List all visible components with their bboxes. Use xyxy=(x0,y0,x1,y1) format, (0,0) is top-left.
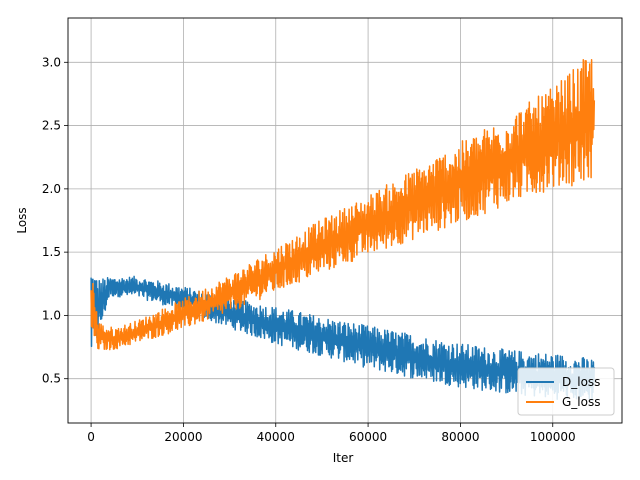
series-line-d-loss xyxy=(90,275,596,402)
series-line-g-loss xyxy=(90,58,596,351)
y-tick-label: 2.0 xyxy=(42,182,61,196)
x-tick-label: 100000 xyxy=(530,430,576,444)
x-tick-label: 0 xyxy=(87,430,95,444)
legend-label-g-loss: G_loss xyxy=(562,395,600,409)
y-tick-label: 0.5 xyxy=(42,372,61,386)
x-tick-label: 40000 xyxy=(257,430,295,444)
legend: D_loss G_loss xyxy=(517,367,615,416)
x-tick-label: 60000 xyxy=(349,430,387,444)
y-tick-label: 3.0 xyxy=(42,55,61,69)
series-layer xyxy=(90,58,596,402)
y-tick-label: 2.5 xyxy=(42,119,61,133)
x-tick-label: 80000 xyxy=(441,430,479,444)
y-tick-label: 1.5 xyxy=(42,245,61,259)
plot-frame xyxy=(67,17,623,424)
y-axis-label: Loss xyxy=(15,207,29,233)
y-tick-label: 1.0 xyxy=(42,308,61,322)
legend-frame xyxy=(517,367,615,416)
axis-ticks: 0 20000 40000 60000 80000 100000 0.5 1.0 1.5 2.0 2… xyxy=(42,55,576,444)
x-axis-label: Iter xyxy=(333,451,354,465)
legend-label-d-loss: D_loss xyxy=(562,375,600,389)
x-tick-label: 20000 xyxy=(164,430,202,444)
